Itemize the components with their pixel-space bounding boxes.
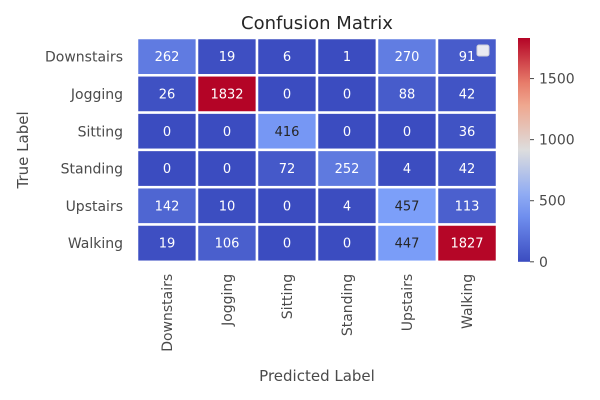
heatmap-cell	[435, 148, 499, 189]
row-tick-label: Jogging	[70, 87, 123, 103]
heatmap-cell	[255, 185, 319, 226]
heatmap-cell	[315, 74, 379, 114]
cell-value-label: 0	[163, 125, 171, 140]
cell-value-label: 252	[335, 162, 360, 177]
cell-value-label: 447	[395, 237, 420, 252]
heatmap-cell	[375, 111, 439, 152]
col-tick-label: Upstairs	[400, 274, 416, 331]
cell-value-label: 106	[215, 237, 240, 252]
cell-value-label: 0	[343, 87, 351, 102]
cell-value-label: 0	[403, 125, 411, 140]
row-tick-label: Sitting	[78, 124, 123, 140]
cell-value-label: 0	[163, 162, 171, 177]
col-tick-label: Jogging	[220, 274, 236, 327]
cell-value-label: 36	[459, 125, 476, 140]
row-tick-label: Standing	[61, 162, 123, 178]
cell-value-label: 72	[279, 162, 296, 177]
row-tick-label: Downstairs	[45, 50, 123, 66]
heatmap-cell	[135, 148, 199, 189]
colorbar-ticks: 0 500 1000 1500	[530, 72, 575, 271]
cell-value-label: 1827	[450, 237, 483, 252]
cell-value-label: 0	[283, 237, 291, 252]
cell-value-label: 0	[223, 125, 231, 140]
col-tick-label: Sitting	[280, 274, 296, 319]
legend-box	[476, 44, 490, 57]
cell-value-label: 142	[155, 199, 180, 214]
cell-value-label: 10	[219, 199, 236, 214]
y-axis-label: True Label	[14, 111, 32, 189]
colorbar-tick-label: 1000	[539, 133, 575, 149]
heatmap-cell	[135, 223, 199, 264]
cell-value-label: 416	[275, 125, 300, 140]
heatmap-cell	[315, 111, 379, 152]
heatmap-cells: 262 19 6 1 270 91 26 1832 0 0 88 42 0 0 416 0 0 36 0 0 72 252…	[135, 36, 499, 264]
cell-value-label: 0	[283, 87, 291, 102]
col-tick-label: Walking	[460, 274, 476, 329]
row-tick-label: Walking	[68, 236, 123, 252]
cell-value-label: 113	[455, 199, 480, 214]
cell-value-label: 262	[155, 50, 180, 65]
heatmap-cell	[435, 36, 499, 77]
cell-value-label: 88	[399, 87, 416, 102]
cell-value-label: 19	[159, 237, 176, 252]
cell-value-label: 91	[459, 50, 476, 65]
row-tick-label: Upstairs	[66, 199, 123, 215]
cell-value-label: 457	[395, 199, 420, 214]
cell-value-label: 0	[283, 199, 291, 214]
cell-value-label: 0	[343, 125, 351, 140]
chart-title: Confusion Matrix	[241, 13, 393, 34]
col-tick-label: Standing	[340, 274, 356, 336]
heatmap-cell	[435, 185, 499, 226]
row-tick-labels: Downstairs Jogging Sitting Standing Upstairs…	[45, 50, 123, 252]
heatmap-cell	[375, 148, 439, 189]
x-axis-label: Predicted Label	[259, 367, 375, 385]
heatmap-cell	[195, 74, 259, 114]
heatmap-cell	[435, 223, 499, 264]
cell-value-label: 19	[219, 50, 236, 65]
cell-value-label: 42	[459, 162, 476, 177]
colorbar-tick-label: 500	[539, 194, 566, 210]
colorbar-tick-label: 0	[539, 255, 548, 271]
cell-value-label: 42	[459, 87, 476, 102]
cell-value-label: 1	[343, 50, 351, 65]
cell-value-label: 4	[403, 162, 411, 177]
heatmap-cell	[315, 223, 379, 264]
colorbar-tick-label: 1500	[539, 72, 575, 88]
col-tick-labels: Downstairs Jogging Sitting Standing Upstairs…	[160, 274, 476, 352]
col-tick-label: Downstairs	[160, 274, 176, 352]
colorbar	[518, 38, 530, 262]
cell-value-label: 1832	[210, 87, 243, 102]
cell-value-label: 0	[343, 237, 351, 252]
cell-value-label: 4	[343, 199, 351, 214]
cell-value-label: 270	[395, 50, 420, 65]
heatmap-cell	[195, 148, 259, 189]
cell-value-label: 0	[223, 162, 231, 177]
heatmap-cell	[375, 223, 439, 264]
cell-value-label: 6	[283, 50, 291, 65]
cell-value-label: 26	[159, 87, 176, 102]
